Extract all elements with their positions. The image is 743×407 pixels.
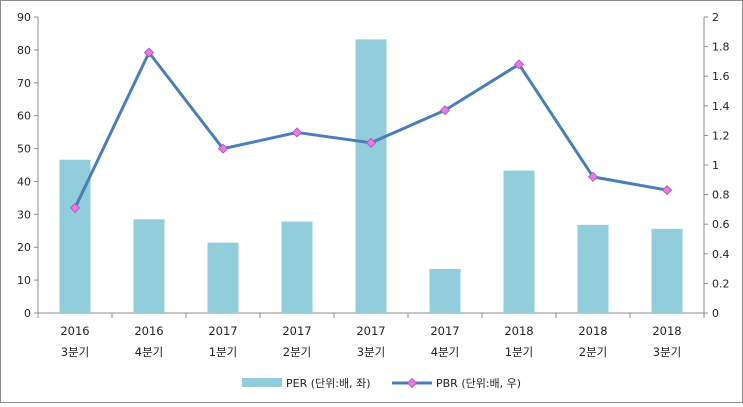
right-axis-tick-label: 1.8 <box>712 41 730 54</box>
x-category-year: 2016 <box>134 324 163 338</box>
per-bar <box>651 228 683 313</box>
x-category-year: 2017 <box>208 324 237 338</box>
right-axis-tick-label: 0 <box>712 307 719 320</box>
left-axis-tick-label: 20 <box>17 241 31 254</box>
x-category-year: 2016 <box>60 324 89 338</box>
left-axis-tick-label: 0 <box>24 307 31 320</box>
x-category-year: 2018 <box>652 324 681 338</box>
pbr-point <box>291 127 303 138</box>
right-axis-tick-label: 2 <box>712 11 719 24</box>
x-category-quarter: 3분기 <box>653 345 681 359</box>
axes: 0 10 20 30 40 50 60 70 80 90 0 0.2 0.4 0.6 0.8 1 1.2 1.4 1… <box>17 11 730 359</box>
per-bar <box>503 170 535 313</box>
left-axis-tick-label: 90 <box>17 11 31 24</box>
x-category-quarter: 2분기 <box>579 345 607 359</box>
left-axis-tick-label: 10 <box>17 274 31 287</box>
right-axis-tick-label: 0.6 <box>712 218 730 231</box>
left-axis-tick-label: 50 <box>17 143 31 156</box>
pbr-point <box>217 143 229 154</box>
per-bar <box>577 224 609 313</box>
right-axis-tick-label: 1 <box>712 159 719 172</box>
right-axis-tick-label: 1.2 <box>712 129 730 142</box>
pbr-point <box>513 59 525 70</box>
right-axis-tick-label: 0.2 <box>712 277 730 290</box>
legend: PER (단위:배, 좌) PBR (단위:배, 우) <box>242 377 521 390</box>
per-bar <box>281 221 313 313</box>
x-category-quarter: 3분기 <box>61 345 89 359</box>
per-bar <box>429 268 461 313</box>
left-axis-tick-label: 30 <box>17 208 31 221</box>
x-category-year: 2018 <box>504 324 533 338</box>
right-axis-tick-label: 0.4 <box>712 248 730 261</box>
pbr-point <box>587 171 599 182</box>
legend-pbr-label: PBR (단위:배, 우) <box>436 377 521 390</box>
x-category-year: 2017 <box>430 324 459 338</box>
x-category-quarter: 3분기 <box>357 345 385 359</box>
pbr-point <box>439 105 451 116</box>
legend-per-swatch <box>242 378 282 387</box>
right-axis-tick-label: 0.8 <box>712 189 730 202</box>
legend-pbr-marker <box>406 377 418 389</box>
x-category-quarter: 4분기 <box>431 345 459 359</box>
pbr-point <box>69 202 81 213</box>
per-bars <box>59 39 683 314</box>
x-category-year: 2017 <box>282 324 311 338</box>
pbr-line <box>69 47 673 213</box>
per-bar <box>355 39 387 314</box>
pbr-point <box>661 185 673 196</box>
left-axis-tick-label: 70 <box>17 77 31 90</box>
x-category-quarter: 1분기 <box>505 345 533 359</box>
pbr-point <box>365 137 377 148</box>
right-axis-tick-label: 1.4 <box>712 100 730 113</box>
per-bar <box>207 242 239 313</box>
x-category-quarter: 2분기 <box>283 345 311 359</box>
legend-per-label: PER (단위:배, 좌) <box>286 377 371 390</box>
x-category-quarter: 1분기 <box>209 345 237 359</box>
pbr-point <box>143 47 155 58</box>
left-axis-tick-label: 40 <box>17 175 31 188</box>
left-axis-tick-label: 60 <box>17 110 31 123</box>
x-category-quarter: 4분기 <box>135 345 163 359</box>
left-axis-tick-label: 80 <box>17 44 31 57</box>
x-category-year: 2018 <box>578 324 607 338</box>
right-axis-tick-label: 1.6 <box>712 70 730 83</box>
per-bar <box>133 219 165 313</box>
x-category-year: 2017 <box>356 324 385 338</box>
